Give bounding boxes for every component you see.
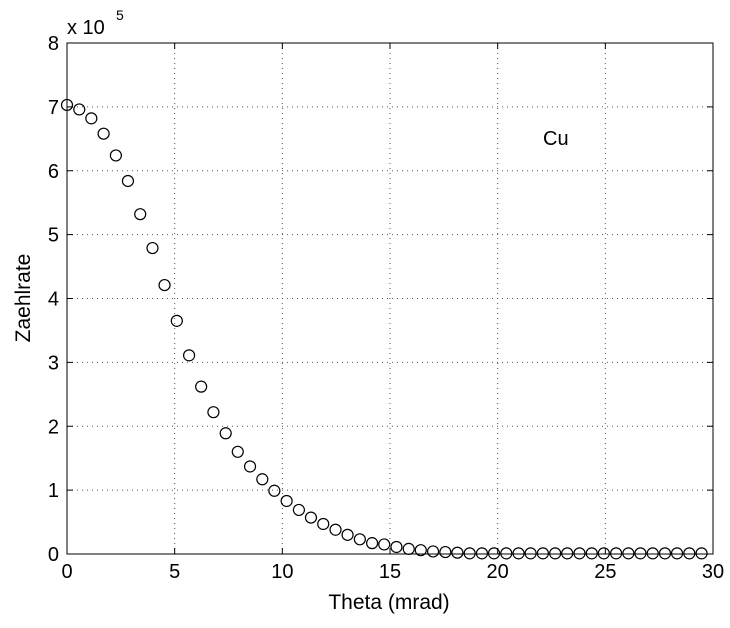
data-point <box>561 547 574 560</box>
data-point <box>231 445 244 458</box>
x-tick-label: 10 <box>271 561 293 583</box>
data-points <box>60 98 708 560</box>
data-point <box>549 547 562 560</box>
data-point <box>195 380 208 393</box>
data-point <box>292 503 306 517</box>
data-point <box>109 149 122 162</box>
data-point <box>512 547 525 560</box>
data-point <box>500 547 513 560</box>
data-point <box>463 547 476 560</box>
y-tick-label: 1 <box>48 480 59 502</box>
y-tick-label: 4 <box>48 289 59 311</box>
data-point <box>146 241 159 255</box>
data-point <box>60 98 74 112</box>
data-point <box>304 511 318 524</box>
data-point <box>426 545 440 558</box>
data-point <box>475 547 489 560</box>
data-point <box>182 349 196 362</box>
axis-ticks <box>66 42 714 555</box>
grid <box>67 43 713 554</box>
x-tick-label: 5 <box>169 561 180 583</box>
data-point <box>256 473 269 486</box>
y-scale-exponent: 5 <box>116 7 124 23</box>
data-point <box>207 406 220 419</box>
data-point <box>402 542 415 555</box>
y-tick-label: 3 <box>48 352 59 374</box>
data-point <box>280 494 293 508</box>
annotation-label: Cu <box>543 128 569 150</box>
data-point <box>622 547 635 560</box>
x-tick-label: 30 <box>702 561 724 583</box>
data-point <box>536 547 549 560</box>
data-point <box>597 547 610 560</box>
data-point <box>646 547 659 560</box>
data-point <box>73 103 86 116</box>
data-point <box>414 544 427 557</box>
data-point <box>378 538 391 551</box>
data-point <box>85 112 98 125</box>
data-point <box>329 523 342 536</box>
data-point <box>634 547 647 560</box>
y-tick-label: 7 <box>48 97 59 119</box>
data-point <box>243 460 257 473</box>
y-axis-label: Zaehlrate <box>12 254 35 343</box>
data-point <box>353 533 366 546</box>
y-tick-label: 0 <box>48 544 59 566</box>
data-point <box>134 208 147 221</box>
y-tick-label: 8 <box>48 33 59 55</box>
data-point <box>609 547 623 560</box>
data-point <box>97 127 110 140</box>
data-point <box>341 528 354 541</box>
data-point <box>268 484 281 497</box>
y-scale-prefix: x 10 <box>67 17 105 39</box>
data-point <box>121 174 135 188</box>
data-point <box>487 547 501 560</box>
data-point <box>390 540 403 554</box>
data-point <box>585 547 598 560</box>
x-tick-label: 20 <box>487 561 509 583</box>
data-point <box>573 547 586 560</box>
y-tick-label: 5 <box>48 225 59 247</box>
x-tick-label: 0 <box>61 561 72 583</box>
x-tick-label: 15 <box>379 561 401 583</box>
y-tick-label: 2 <box>48 416 59 438</box>
data-point <box>170 314 183 327</box>
y-tick-label: 6 <box>48 161 59 183</box>
x-tick-labels: 0 5 10 15 20 25 30 <box>61 561 724 583</box>
x-tick-label: 25 <box>594 561 616 583</box>
data-point <box>451 546 464 559</box>
data-point <box>158 278 171 292</box>
data-point <box>219 427 232 440</box>
data-point <box>317 517 330 531</box>
data-point <box>658 547 672 560</box>
data-point <box>524 547 537 560</box>
data-point <box>366 537 379 550</box>
x-axis-label: Theta (mrad) <box>328 591 449 614</box>
data-point <box>439 545 452 559</box>
y-tick-labels: 0 1 2 3 4 5 6 7 8 <box>48 33 59 566</box>
data-point <box>683 547 696 560</box>
data-point <box>695 547 708 560</box>
data-point <box>670 547 684 560</box>
